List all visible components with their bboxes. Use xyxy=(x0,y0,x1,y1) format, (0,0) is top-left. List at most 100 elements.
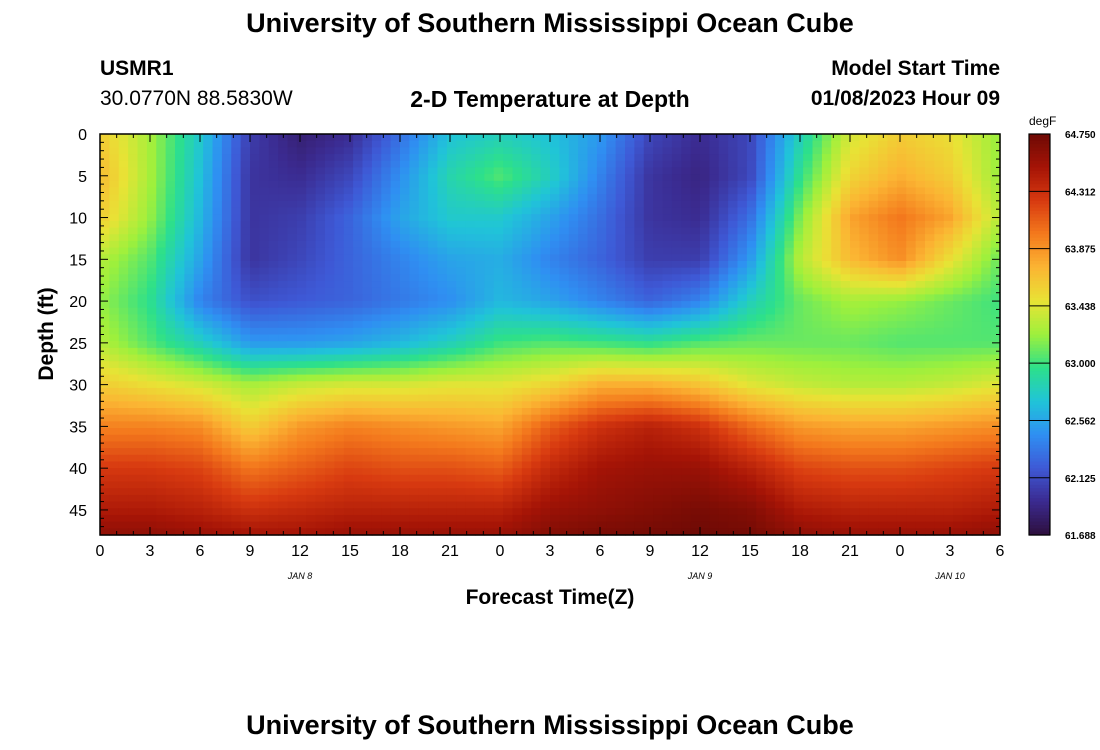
heatmap-cell xyxy=(259,200,270,209)
heatmap-cell xyxy=(484,147,495,155)
heatmap-cell xyxy=(278,220,289,229)
heatmap-cell xyxy=(428,394,439,402)
heatmap-cell xyxy=(334,334,345,342)
heatmap-cell xyxy=(718,354,729,362)
heatmap-cell xyxy=(896,140,907,148)
heatmap-cell xyxy=(737,401,748,409)
heatmap-cell xyxy=(503,234,514,242)
heatmap-cell xyxy=(212,147,223,155)
heatmap-cell xyxy=(521,347,532,356)
heatmap-cell xyxy=(887,354,898,362)
heatmap-cell xyxy=(859,327,870,336)
heatmap-cell xyxy=(840,387,851,396)
heatmap-cell xyxy=(250,140,260,148)
heatmap-cell xyxy=(493,240,504,249)
heatmap-cell xyxy=(615,214,626,222)
heatmap-cell xyxy=(709,327,720,336)
heatmap-cell xyxy=(559,154,570,162)
heatmap-cell xyxy=(765,307,776,316)
heatmap-cell xyxy=(531,307,542,316)
heatmap-cell xyxy=(325,334,335,342)
heatmap-cell xyxy=(746,361,757,369)
heatmap-cell xyxy=(137,294,148,302)
heatmap-cell xyxy=(353,160,364,169)
heatmap-cell xyxy=(484,327,495,336)
heatmap-cell xyxy=(596,160,607,169)
heatmap-cell xyxy=(634,254,645,262)
heatmap-cell xyxy=(306,294,317,302)
heatmap-cell xyxy=(971,387,982,396)
heatmap-cell xyxy=(240,134,251,142)
heatmap-cell xyxy=(221,247,232,255)
heatmap-cell xyxy=(953,260,964,269)
heatmap-cell xyxy=(409,414,420,422)
heatmap-cell xyxy=(925,214,935,222)
heatmap-cell xyxy=(446,347,457,356)
heatmap-cell xyxy=(812,414,823,422)
heatmap-cell xyxy=(128,247,139,255)
heatmap-cell xyxy=(343,294,354,302)
heatmap-cell xyxy=(315,307,326,316)
heatmap-cell xyxy=(615,367,626,376)
heatmap-cell xyxy=(503,381,514,389)
heatmap-cell xyxy=(428,361,439,369)
heatmap-cell xyxy=(400,434,410,443)
heatmap-cell xyxy=(175,220,185,229)
heatmap-cell xyxy=(925,194,935,202)
heatmap-cell xyxy=(793,461,804,469)
heatmap-cell xyxy=(484,194,495,202)
heatmap-cell xyxy=(887,387,898,396)
heatmap-cell xyxy=(981,361,992,369)
heatmap-cell xyxy=(550,341,560,349)
heatmap-cell xyxy=(850,341,860,349)
heatmap-cell xyxy=(137,341,148,349)
heatmap-cell xyxy=(643,361,654,369)
heatmap-cell xyxy=(925,314,935,322)
heatmap-cell xyxy=(690,401,701,409)
heatmap-cell xyxy=(268,434,279,443)
heatmap-cell xyxy=(737,154,748,162)
heatmap-cell xyxy=(934,287,945,295)
heatmap-cell xyxy=(212,174,223,182)
heatmap-cell xyxy=(803,267,814,275)
heatmap-cell xyxy=(840,227,851,235)
heatmap-cell xyxy=(606,194,617,202)
heatmap-cell xyxy=(193,401,204,409)
heatmap-cell xyxy=(962,140,973,148)
heatmap-cell xyxy=(175,187,185,195)
heatmap-cell xyxy=(896,361,907,369)
heatmap-cell xyxy=(456,361,467,369)
heatmap-cell xyxy=(193,361,204,369)
heatmap-cell xyxy=(531,408,542,416)
heatmap-cell xyxy=(493,274,504,282)
heatmap-cell xyxy=(812,321,823,329)
heatmap-cell xyxy=(906,374,917,382)
heatmap-cell xyxy=(962,414,973,422)
heatmap-cell xyxy=(887,374,898,382)
heatmap-cell xyxy=(971,247,982,255)
heatmap-cell xyxy=(212,254,223,262)
heatmap-cell xyxy=(568,327,579,336)
heatmap-cell xyxy=(353,154,364,162)
heatmap-cell xyxy=(362,240,373,249)
heatmap-cell xyxy=(606,260,617,269)
heatmap-cell xyxy=(700,401,710,409)
heatmap-cell xyxy=(709,294,720,302)
heatmap-cell xyxy=(343,154,354,162)
heatmap-cell xyxy=(512,361,523,369)
heatmap-cell xyxy=(634,307,645,316)
heatmap-cell xyxy=(540,174,551,182)
heatmap-cell xyxy=(278,428,289,436)
heatmap-cell xyxy=(146,468,157,476)
heatmap-cell xyxy=(896,307,907,316)
heatmap-cell xyxy=(203,401,214,409)
heatmap-cell xyxy=(559,387,570,396)
heatmap-cell xyxy=(550,374,560,382)
heatmap-cell xyxy=(606,287,617,295)
heatmap-cell xyxy=(212,334,223,342)
heatmap-cell xyxy=(962,314,973,322)
heatmap-cell xyxy=(784,254,795,262)
heatmap-cell xyxy=(700,281,710,289)
heatmap-cell xyxy=(634,301,645,309)
heatmap-cell xyxy=(718,307,729,316)
